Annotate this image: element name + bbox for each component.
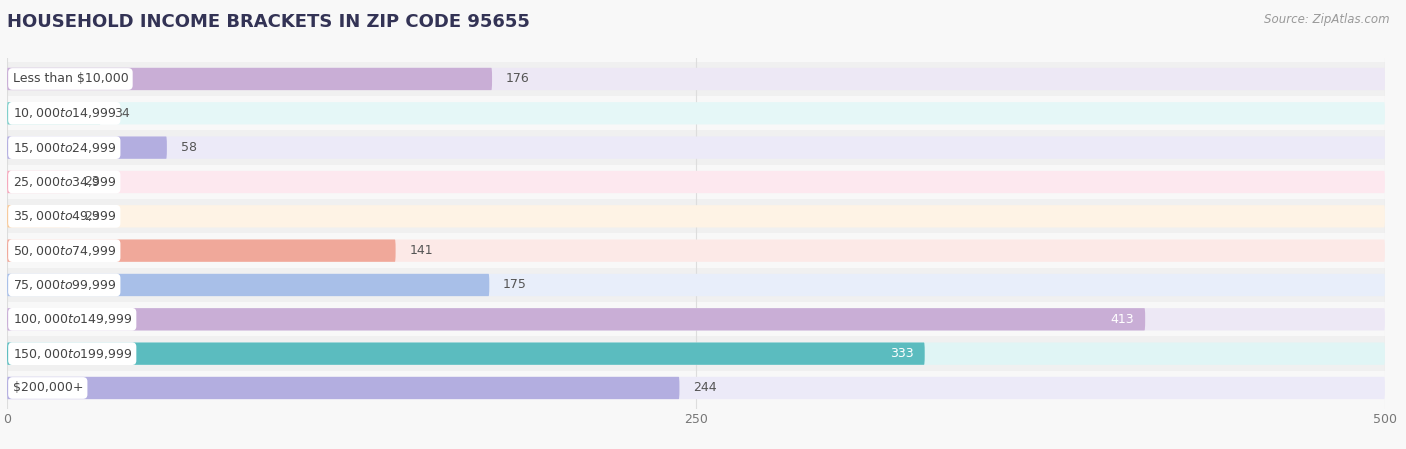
FancyBboxPatch shape <box>7 62 1385 96</box>
Text: 333: 333 <box>890 347 914 360</box>
Text: $200,000+: $200,000+ <box>13 382 83 395</box>
FancyBboxPatch shape <box>7 131 1385 165</box>
Text: HOUSEHOLD INCOME BRACKETS IN ZIP CODE 95655: HOUSEHOLD INCOME BRACKETS IN ZIP CODE 95… <box>7 13 530 31</box>
FancyBboxPatch shape <box>7 371 1385 405</box>
FancyBboxPatch shape <box>7 377 1385 399</box>
FancyBboxPatch shape <box>7 102 101 124</box>
FancyBboxPatch shape <box>7 274 1385 296</box>
FancyBboxPatch shape <box>7 68 492 90</box>
Text: 58: 58 <box>180 141 197 154</box>
FancyBboxPatch shape <box>7 102 1385 124</box>
FancyBboxPatch shape <box>7 308 1385 330</box>
Text: 175: 175 <box>503 278 527 291</box>
FancyBboxPatch shape <box>7 136 1385 159</box>
FancyBboxPatch shape <box>7 205 70 228</box>
Text: $35,000 to $49,999: $35,000 to $49,999 <box>13 209 117 223</box>
FancyBboxPatch shape <box>7 336 1385 371</box>
FancyBboxPatch shape <box>7 274 489 296</box>
Text: $10,000 to $14,999: $10,000 to $14,999 <box>13 106 117 120</box>
FancyBboxPatch shape <box>7 343 925 365</box>
FancyBboxPatch shape <box>7 233 1385 268</box>
FancyBboxPatch shape <box>7 171 1385 193</box>
FancyBboxPatch shape <box>7 302 1385 336</box>
Text: $50,000 to $74,999: $50,000 to $74,999 <box>13 244 117 258</box>
FancyBboxPatch shape <box>7 68 1385 90</box>
Text: 244: 244 <box>693 382 717 395</box>
FancyBboxPatch shape <box>7 136 167 159</box>
FancyBboxPatch shape <box>7 343 1385 365</box>
Text: Less than $10,000: Less than $10,000 <box>13 72 128 85</box>
Text: 34: 34 <box>114 107 131 120</box>
FancyBboxPatch shape <box>7 268 1385 302</box>
Text: 23: 23 <box>84 176 100 189</box>
Text: 23: 23 <box>84 210 100 223</box>
Text: $15,000 to $24,999: $15,000 to $24,999 <box>13 141 117 154</box>
FancyBboxPatch shape <box>7 377 679 399</box>
Text: $150,000 to $199,999: $150,000 to $199,999 <box>13 347 132 361</box>
FancyBboxPatch shape <box>7 165 1385 199</box>
FancyBboxPatch shape <box>7 199 1385 233</box>
FancyBboxPatch shape <box>7 96 1385 131</box>
Text: 176: 176 <box>506 72 530 85</box>
Text: $25,000 to $34,999: $25,000 to $34,999 <box>13 175 117 189</box>
FancyBboxPatch shape <box>7 239 1385 262</box>
FancyBboxPatch shape <box>7 239 395 262</box>
Text: $100,000 to $149,999: $100,000 to $149,999 <box>13 313 132 326</box>
Text: $75,000 to $99,999: $75,000 to $99,999 <box>13 278 117 292</box>
FancyBboxPatch shape <box>7 171 70 193</box>
Text: 413: 413 <box>1111 313 1135 326</box>
FancyBboxPatch shape <box>7 205 1385 228</box>
FancyBboxPatch shape <box>7 308 1144 330</box>
Text: 141: 141 <box>409 244 433 257</box>
Text: Source: ZipAtlas.com: Source: ZipAtlas.com <box>1264 13 1389 26</box>
